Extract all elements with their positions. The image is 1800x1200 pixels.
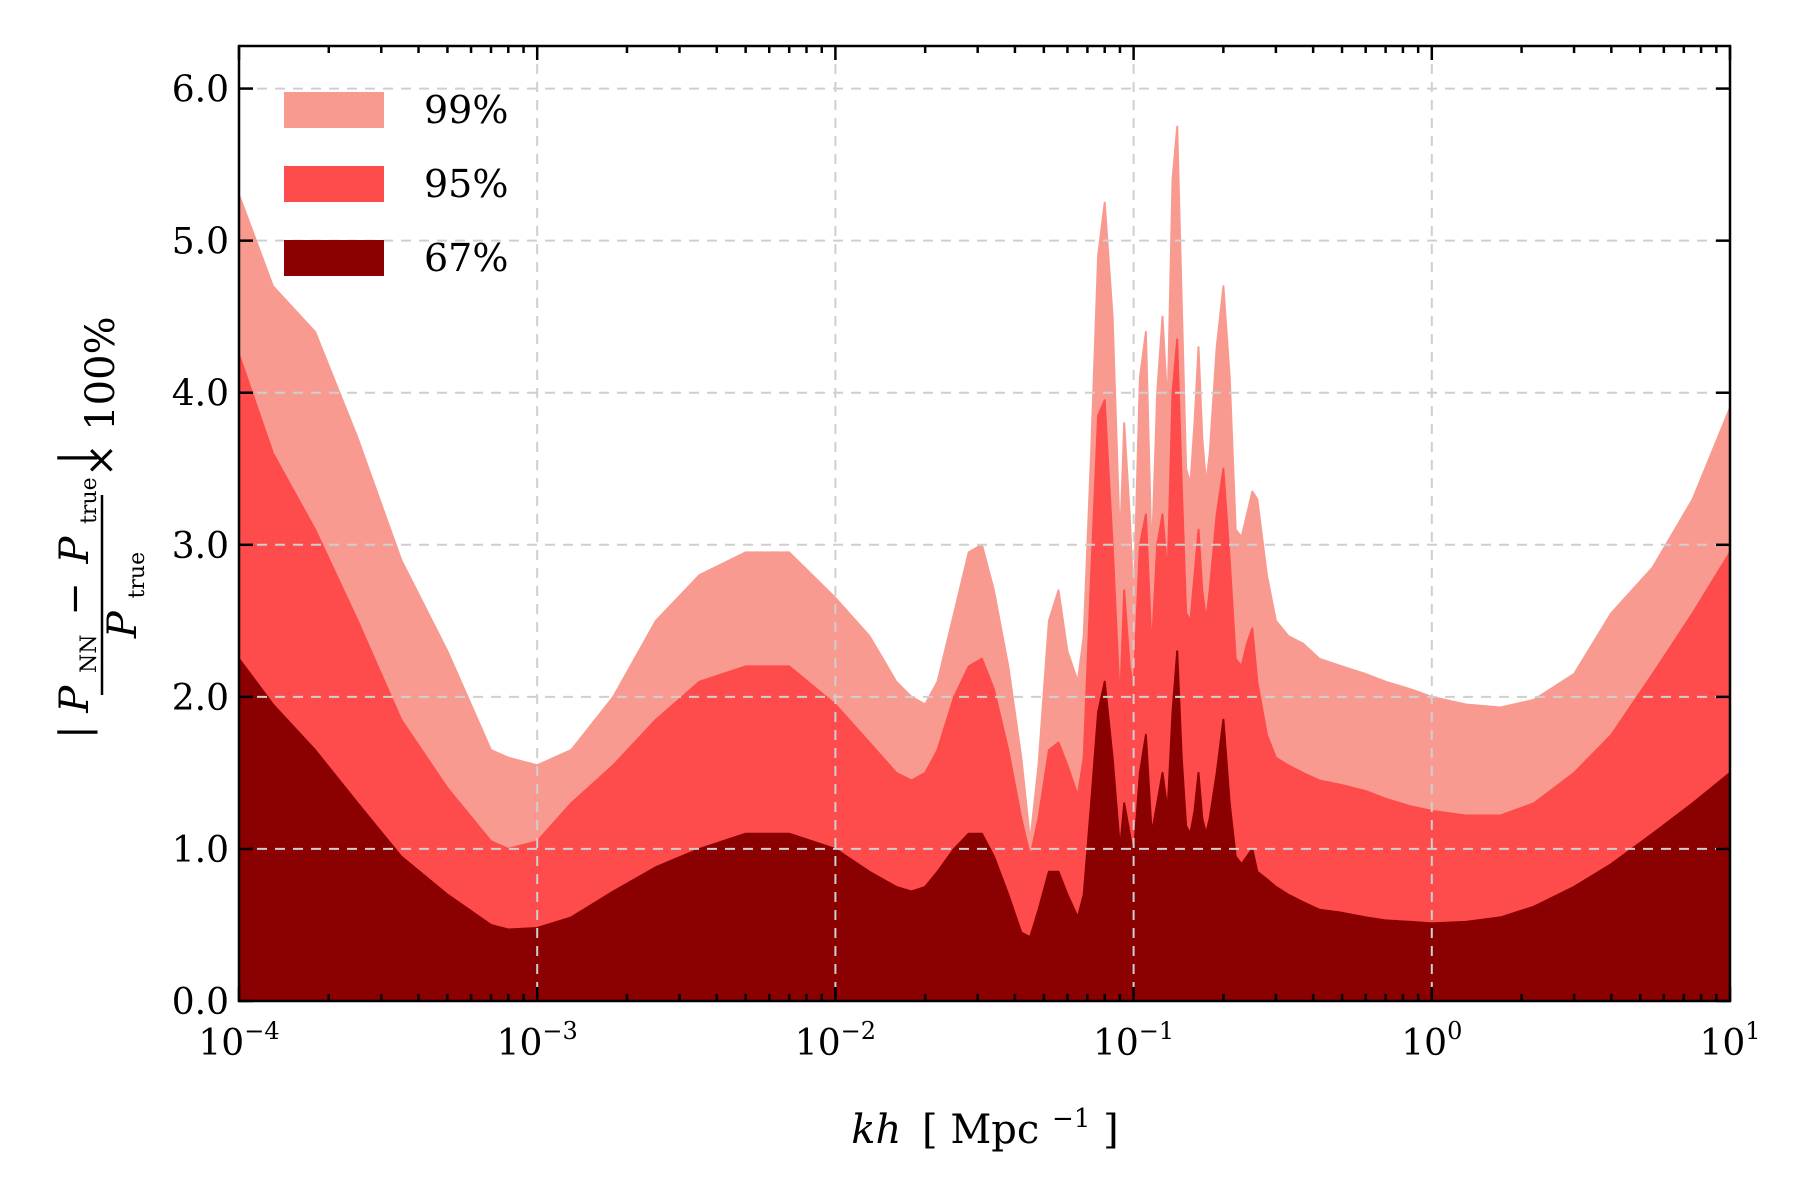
- axis-ticks: [237, 46, 1732, 1003]
- y-tick-label-2: 2.0: [172, 678, 229, 719]
- series-areas: [238, 125, 1731, 1002]
- y-num-p2: P: [52, 536, 98, 565]
- y-tick-label-4: 4.0: [172, 374, 229, 415]
- x-tick-label-2: 10−2: [795, 1017, 876, 1064]
- x-tick-label-5: 101: [1699, 1017, 1760, 1064]
- y-num-sub1: NN: [77, 635, 102, 674]
- x-axis-var: kh: [851, 1107, 901, 1153]
- legend-swatch-0: [284, 92, 384, 128]
- legend-swatch-2: [284, 240, 384, 276]
- y-tick-label-0: 0.0: [172, 982, 229, 1023]
- y-num-p1: P: [52, 685, 98, 714]
- x-axis-unit-close: ]: [1103, 1107, 1119, 1153]
- area-series-2: [238, 650, 1731, 1002]
- legend-swatch-1: [284, 166, 384, 202]
- y-num-close: |: [52, 451, 98, 464]
- legend-label-2: 67%: [424, 236, 508, 280]
- plot-frame: [237, 44, 1732, 1003]
- x-axis-unit-exponent: −1: [1052, 1104, 1090, 1134]
- y-axis-denominator: P true: [100, 552, 150, 639]
- y-num-sub2: true: [77, 477, 102, 524]
- y-tick-label-1: 1.0: [172, 830, 229, 871]
- legend-label-0: 99%: [424, 88, 508, 132]
- x-axis-unit-open: [: [922, 1107, 938, 1153]
- y-axis-times: × 100%: [78, 316, 124, 477]
- x-tick-label-0: 10−4: [198, 1017, 279, 1064]
- x-tick-label-3: 10−1: [1093, 1017, 1174, 1064]
- y-num-open: |: [52, 725, 98, 738]
- y-axis-title: | P NN − P true | P true × 100%: [52, 316, 150, 738]
- x-axis-unit: Mpc: [950, 1107, 1039, 1153]
- y-axis-numerator: | P NN − P true |: [52, 451, 106, 739]
- y-tick-labels: 0.0 1.0 2.0 3.0 4.0 5.0 6.0: [172, 70, 229, 1023]
- legend-label-1: 95%: [424, 162, 508, 206]
- y-tick-label-3: 3.0: [172, 526, 229, 567]
- y-den-sub: true: [125, 552, 150, 599]
- grid-lines: [239, 46, 1730, 1001]
- x-tick-label-1: 10−3: [497, 1017, 578, 1064]
- y-tick-label-5: 5.0: [172, 222, 229, 263]
- y-den-p: P: [100, 610, 146, 639]
- legend: 99% 95% 67%: [284, 88, 508, 280]
- x-axis-title: kh [ Mpc −1 ]: [851, 1091, 1118, 1153]
- y-tick-label-6: 6.0: [172, 70, 229, 111]
- x-tick-label-4: 100: [1401, 1017, 1462, 1064]
- y-num-minus: −: [52, 582, 98, 616]
- x-tick-labels: 10−4 10−3 10−2 10−1 100 101: [198, 1017, 1760, 1064]
